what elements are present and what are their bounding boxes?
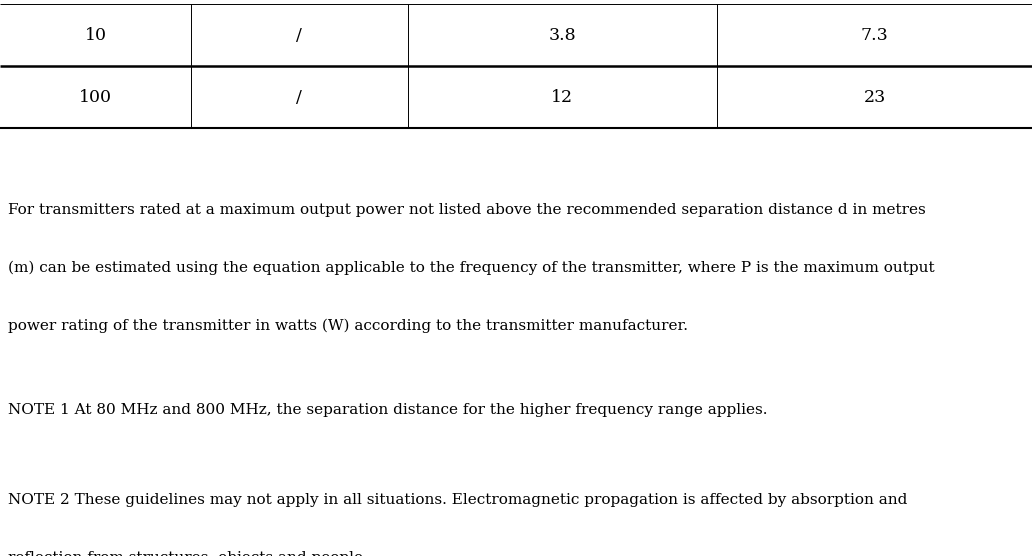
Text: NOTE 1 At 80 MHz and 800 MHz, the separation distance for the higher frequency r: NOTE 1 At 80 MHz and 800 MHz, the separa…: [8, 403, 768, 417]
Text: 100: 100: [79, 88, 111, 106]
Text: NOTE 2 These guidelines may not apply in all situations. Electromagnetic propaga: NOTE 2 These guidelines may not apply in…: [8, 493, 907, 507]
Text: 7.3: 7.3: [861, 27, 889, 43]
Text: 12: 12: [551, 88, 574, 106]
Text: 23: 23: [864, 88, 885, 106]
Text: /: /: [296, 27, 302, 43]
Text: /: /: [296, 88, 302, 106]
Text: power rating of the transmitter in watts (W) according to the transmitter manufa: power rating of the transmitter in watts…: [8, 319, 688, 333]
Text: (m) can be estimated using the equation applicable to the frequency of the trans: (m) can be estimated using the equation …: [8, 261, 935, 275]
Text: 10: 10: [85, 27, 106, 43]
Text: reflection from structures, objects and people.: reflection from structures, objects and …: [8, 551, 367, 556]
Text: For transmitters rated at a maximum output power not listed above the recommende: For transmitters rated at a maximum outp…: [8, 203, 926, 217]
Text: 3.8: 3.8: [549, 27, 576, 43]
